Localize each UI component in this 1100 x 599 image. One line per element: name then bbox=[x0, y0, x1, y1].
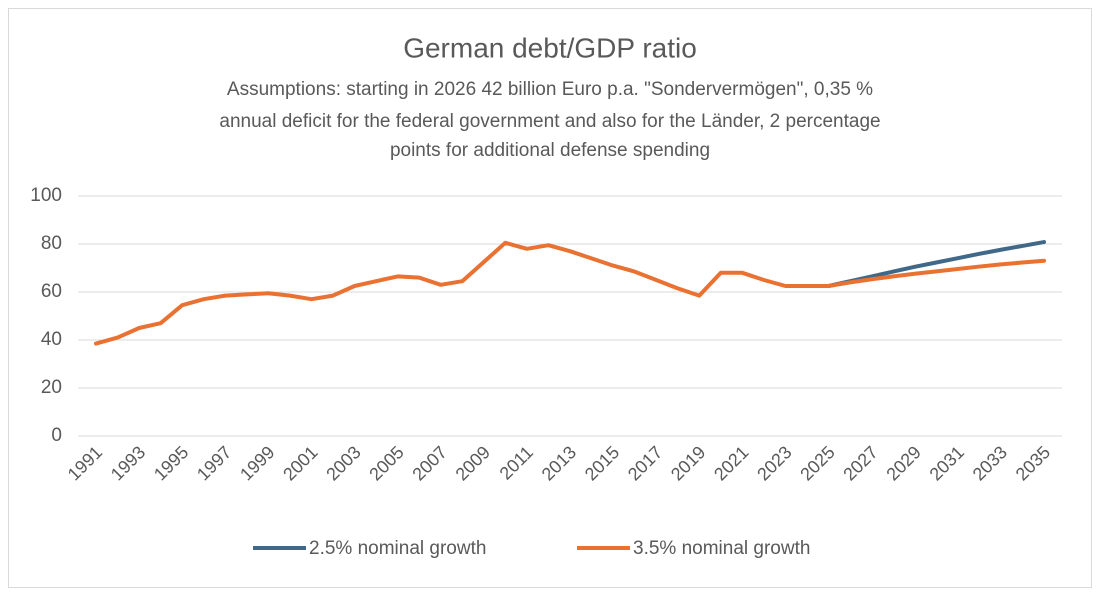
y-tick-label: 60 bbox=[41, 281, 62, 302]
line-series bbox=[94, 240, 1046, 346]
chart-subtitle: annual deficit for the federal governmen… bbox=[219, 111, 880, 132]
y-tick-label: 0 bbox=[51, 425, 62, 446]
legend-label: 2.5% nominal growth bbox=[309, 538, 486, 559]
line-series bbox=[826, 240, 1046, 288]
chart-title: German debt/GDP ratio bbox=[403, 32, 697, 63]
chart-subtitle: Assumptions: starting in 2026 42 billion… bbox=[227, 79, 873, 100]
legend-label: 3.5% nominal growth bbox=[633, 538, 810, 559]
chart-border bbox=[8, 8, 1092, 588]
y-tick-label: 20 bbox=[41, 377, 62, 398]
chart-subtitle: points for additional defense spending bbox=[390, 140, 710, 161]
y-tick-label: 100 bbox=[30, 185, 62, 206]
y-tick-label: 80 bbox=[41, 233, 62, 254]
y-tick-label: 40 bbox=[41, 329, 62, 350]
